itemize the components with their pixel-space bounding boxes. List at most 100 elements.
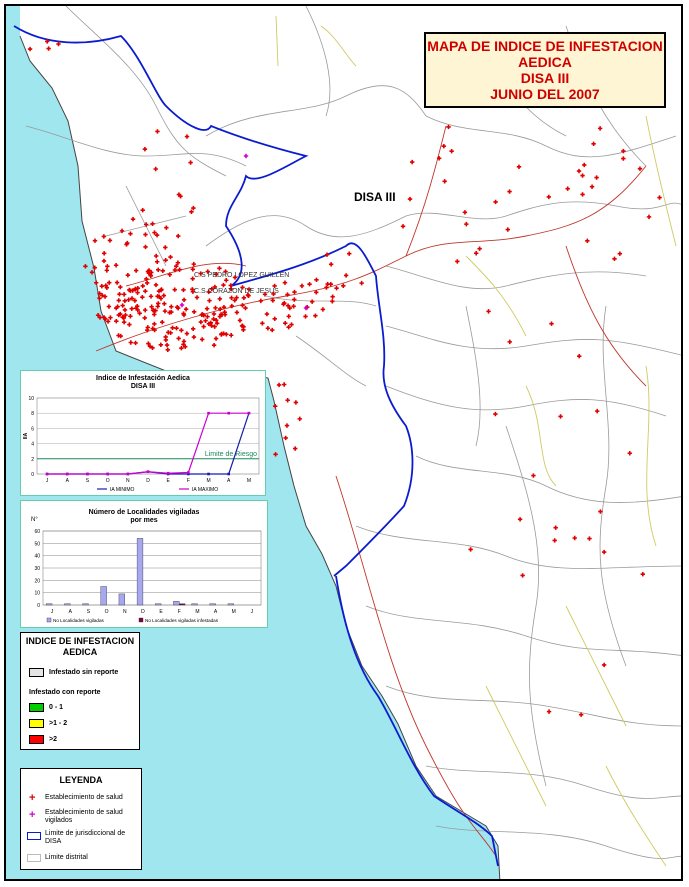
facility-marker (617, 251, 623, 256)
chart-localidades-subtitle: por mes (130, 517, 158, 524)
facility-marker (507, 339, 512, 345)
leyenda-item-label: Limite distrital (45, 854, 88, 861)
facility-marker (176, 336, 181, 341)
x-tick-label: N (126, 478, 130, 484)
facility-marker (341, 283, 346, 289)
chart-localidades-title: Número de Localidades vigiladas (88, 509, 200, 516)
facility-marker (133, 340, 138, 346)
facility-marker (142, 315, 147, 321)
bar (155, 603, 162, 606)
bar (118, 593, 125, 606)
facility-marker (505, 227, 510, 232)
data-point (126, 472, 130, 476)
facility-marker (155, 129, 160, 134)
facility-marker (287, 305, 292, 311)
disa-boundary-coast (335, 575, 499, 867)
facility-marker (285, 398, 290, 403)
facility-marker (191, 334, 197, 340)
x-tick-label: E (167, 478, 171, 484)
legend-label: IA MAXIMO (192, 487, 218, 493)
legend-indice-title: INDICE DE INFESTACION (25, 636, 135, 646)
facility-marker (577, 353, 582, 359)
facility-marker (234, 295, 239, 300)
bar (136, 538, 144, 606)
facility-marker (343, 273, 349, 278)
facility-marker (224, 332, 229, 337)
gray-boundary-icon (27, 854, 41, 862)
legend-sin-reporte-label: Infestado sin reporte (49, 669, 119, 676)
leyenda-title: LEYENDA (59, 775, 103, 785)
facility-marker (240, 285, 245, 290)
facility-marker (217, 266, 222, 271)
facility-marker (184, 134, 190, 139)
facility-marker (531, 473, 536, 478)
facility-marker (121, 315, 127, 321)
facility-marker (265, 326, 271, 331)
facility-marker (213, 272, 219, 277)
facility-marker (172, 267, 178, 273)
facility-marker (120, 303, 125, 308)
facility-marker (597, 126, 603, 131)
x-tick-label: M (232, 609, 236, 615)
red-cross-icon: + (29, 792, 36, 804)
legend-range-label: >2 (49, 736, 57, 743)
facility-marker (144, 276, 149, 282)
coastline (19, 35, 501, 879)
facility-marker (291, 304, 296, 309)
facility-marker-vigilado (303, 305, 309, 311)
facility-marker (179, 328, 184, 333)
facility-marker (150, 326, 155, 331)
facility-marker (177, 267, 182, 272)
bar (209, 603, 216, 606)
facility-marker-vigilado (179, 302, 185, 308)
facility-marker (507, 189, 512, 194)
facility-markers (27, 39, 662, 717)
facility-marker (595, 408, 600, 414)
facility-marker (205, 269, 210, 274)
facility-marker (190, 276, 195, 281)
facility-marker (159, 287, 164, 292)
facility-marker (130, 217, 136, 222)
facility-marker (281, 382, 287, 387)
facility-marker (155, 267, 161, 272)
facility-marker (169, 304, 174, 309)
facility-marker (468, 547, 473, 552)
facility-marker (189, 209, 194, 215)
facility-marker (446, 124, 451, 130)
facility-marker (578, 712, 584, 717)
x-tick-label: E (159, 609, 163, 615)
facility-marker (621, 148, 626, 154)
facility-marker (97, 296, 102, 301)
facility-marker (283, 435, 288, 441)
facility-marker (246, 287, 252, 292)
facility-marker (153, 166, 158, 172)
disa-boundary (13, 25, 414, 577)
facility-marker (121, 320, 127, 325)
facility-marker (170, 325, 175, 331)
facility-marker (104, 268, 110, 273)
facility-marker (83, 264, 88, 269)
leyenda-item-label: Establecimiento de salud vigilados (45, 809, 123, 824)
facility-marker (97, 291, 102, 296)
facility-marker (144, 280, 150, 286)
facility-marker (207, 298, 212, 303)
place-label: C.S PEDRO LOPEZ GUILLEN (194, 272, 290, 279)
map-title-line: JUNIO DEL 2007 (490, 86, 600, 102)
facility-marker (464, 221, 469, 227)
facility-marker (150, 221, 155, 227)
blue-boundary-icon (27, 832, 41, 840)
facility-marker (143, 232, 148, 237)
facility-marker (128, 314, 133, 319)
facility-marker (92, 265, 97, 270)
facility-marker (240, 303, 245, 308)
data-point (65, 472, 69, 476)
facility-marker (493, 199, 498, 205)
facility-marker (105, 319, 111, 324)
x-tick-label: M (247, 478, 251, 484)
facility-marker (155, 294, 160, 299)
facility-marker (114, 318, 119, 324)
facility-marker (143, 307, 148, 313)
legend-label: No Localidades vigiladas (53, 618, 105, 623)
x-tick-label: A (214, 609, 218, 615)
facility-marker (262, 292, 268, 297)
